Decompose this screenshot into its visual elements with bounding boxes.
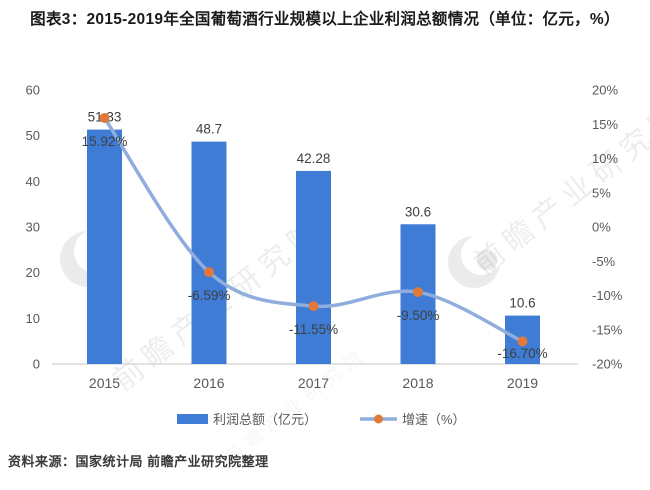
left-axis-tick: 60: [26, 83, 40, 98]
x-axis-label-2019: 2019: [507, 375, 538, 391]
left-axis-tick: 50: [26, 128, 40, 143]
x-axis-label-2018: 2018: [402, 375, 433, 391]
bar-value-label: 30.6: [405, 204, 431, 219]
svg-text:前瞻产业研究院: 前瞻产业研究院: [468, 96, 650, 281]
right-axis-tick: -15%: [592, 322, 623, 337]
legend-label-profit: 利润总额（亿元）: [213, 412, 317, 427]
right-axis-tick: 20%: [592, 83, 618, 98]
line-marker-2019: [517, 336, 528, 347]
line-value-label: 15.92%: [82, 134, 128, 149]
right-axis-tick: 15%: [592, 117, 618, 132]
left-axis-tick: 0: [33, 357, 40, 372]
watermark-logo: [448, 234, 502, 288]
bar-value-label: 42.28: [297, 151, 331, 166]
line-marker-2016: [204, 267, 214, 278]
line-value-label: -6.59%: [188, 288, 231, 303]
chart-title: 图表3：2015-2019年全国葡萄酒行业规模以上企业利润总额情况（单位：亿元，…: [30, 11, 620, 28]
line-value-label: -11.55%: [289, 322, 338, 337]
right-axis-tick: 5%: [592, 185, 611, 200]
bar-2015: [87, 129, 122, 364]
left-axis-tick: 10: [26, 311, 40, 326]
legend-label-growth: 增速（%）: [402, 412, 466, 427]
bar-value-label: 48.7: [196, 122, 222, 137]
bar-2016: [191, 141, 227, 364]
bar-2017: [296, 170, 331, 364]
x-axis-label-2015: 2015: [89, 375, 120, 391]
right-axis-tick: -10%: [592, 288, 623, 303]
right-axis-tick: -20%: [592, 357, 623, 372]
line-marker-2017: [308, 301, 319, 312]
line-value-label: -9.50%: [397, 308, 440, 323]
source-note: 资料来源：国家统计局 前瞻产业研究院整理: [8, 454, 269, 469]
x-axis-label-2016: 2016: [193, 375, 224, 391]
right-axis-tick: 10%: [592, 151, 618, 166]
line-marker-2015: [99, 112, 110, 123]
left-axis-tick: 30: [26, 220, 40, 235]
legend-bar-swatch: [177, 414, 208, 424]
left-axis-tick: 40: [26, 174, 40, 189]
left-axis-tick: 20: [26, 265, 40, 280]
line-value-label: -16.70%: [497, 346, 547, 361]
right-axis-tick: 0%: [592, 220, 611, 235]
bar-value-label: 10.6: [509, 296, 535, 311]
legend: 利润总额（亿元） 增速（%）: [177, 412, 466, 427]
x-axis-label-2017: 2017: [298, 375, 329, 391]
line-marker-2018: [413, 287, 423, 298]
legend-marker-swatch: [374, 414, 383, 424]
right-axis-tick: -5%: [592, 254, 616, 269]
watermark-text: 前瞻产业研究院: [468, 96, 650, 281]
